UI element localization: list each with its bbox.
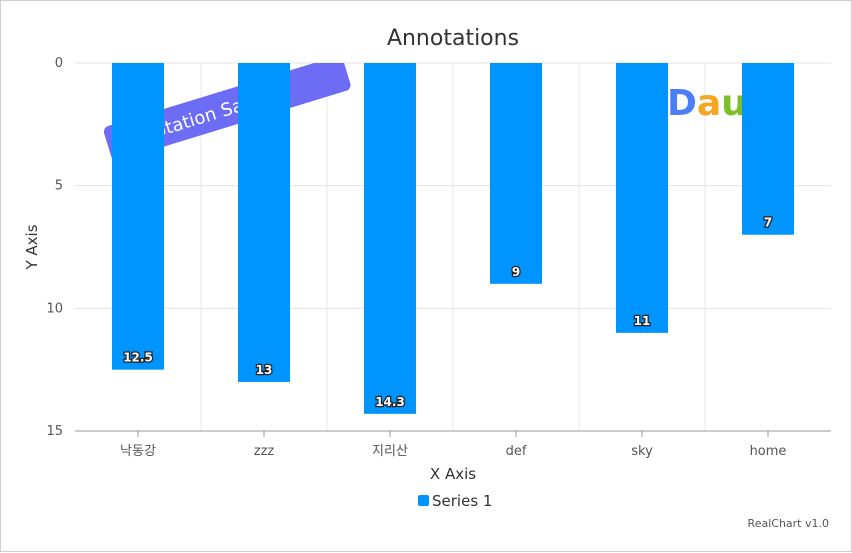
x-tick-label: sky	[631, 444, 653, 459]
data-label: 7	[764, 216, 772, 230]
x-tick-label: def	[506, 444, 527, 459]
data-label: 9	[512, 265, 520, 279]
annotation-layer: Annotation Sample Daum	[103, 63, 784, 161]
chart-title: Annotations	[387, 26, 519, 51]
y-tick-label: 0	[55, 56, 63, 71]
axes: 0 5 10 15 낙동강 zzz 지리산 def sky home	[46, 56, 831, 459]
y-tick-label: 15	[46, 424, 63, 439]
data-label: 12.5	[123, 351, 153, 365]
legend-swatch	[418, 495, 429, 506]
bar[interactable]	[364, 63, 416, 414]
bar[interactable]	[238, 63, 290, 382]
x-tick-label: zzz	[254, 444, 275, 459]
credit-text: RealChart v1.0	[748, 517, 829, 530]
bar-series: 12.5 13 14.3 9 11 7	[112, 63, 794, 414]
bar[interactable]	[742, 63, 794, 235]
x-axis-title: X Axis	[430, 465, 476, 483]
y-tick-label: 10	[46, 301, 63, 316]
legend[interactable]: Series 1	[418, 492, 492, 510]
data-label: 14.3	[375, 395, 405, 409]
x-tick-label: 낙동강	[120, 444, 156, 459]
y-tick-label: 5	[55, 179, 63, 194]
bar[interactable]	[112, 63, 164, 370]
x-tick-label: 지리산	[372, 444, 408, 459]
data-label: 11	[634, 314, 651, 328]
bar[interactable]	[490, 63, 542, 284]
x-tick-label: home	[750, 444, 787, 459]
bar[interactable]	[616, 63, 668, 333]
y-axis-title: Y Axis	[23, 224, 41, 270]
data-label: 13	[256, 363, 273, 377]
legend-label: Series 1	[432, 492, 492, 510]
